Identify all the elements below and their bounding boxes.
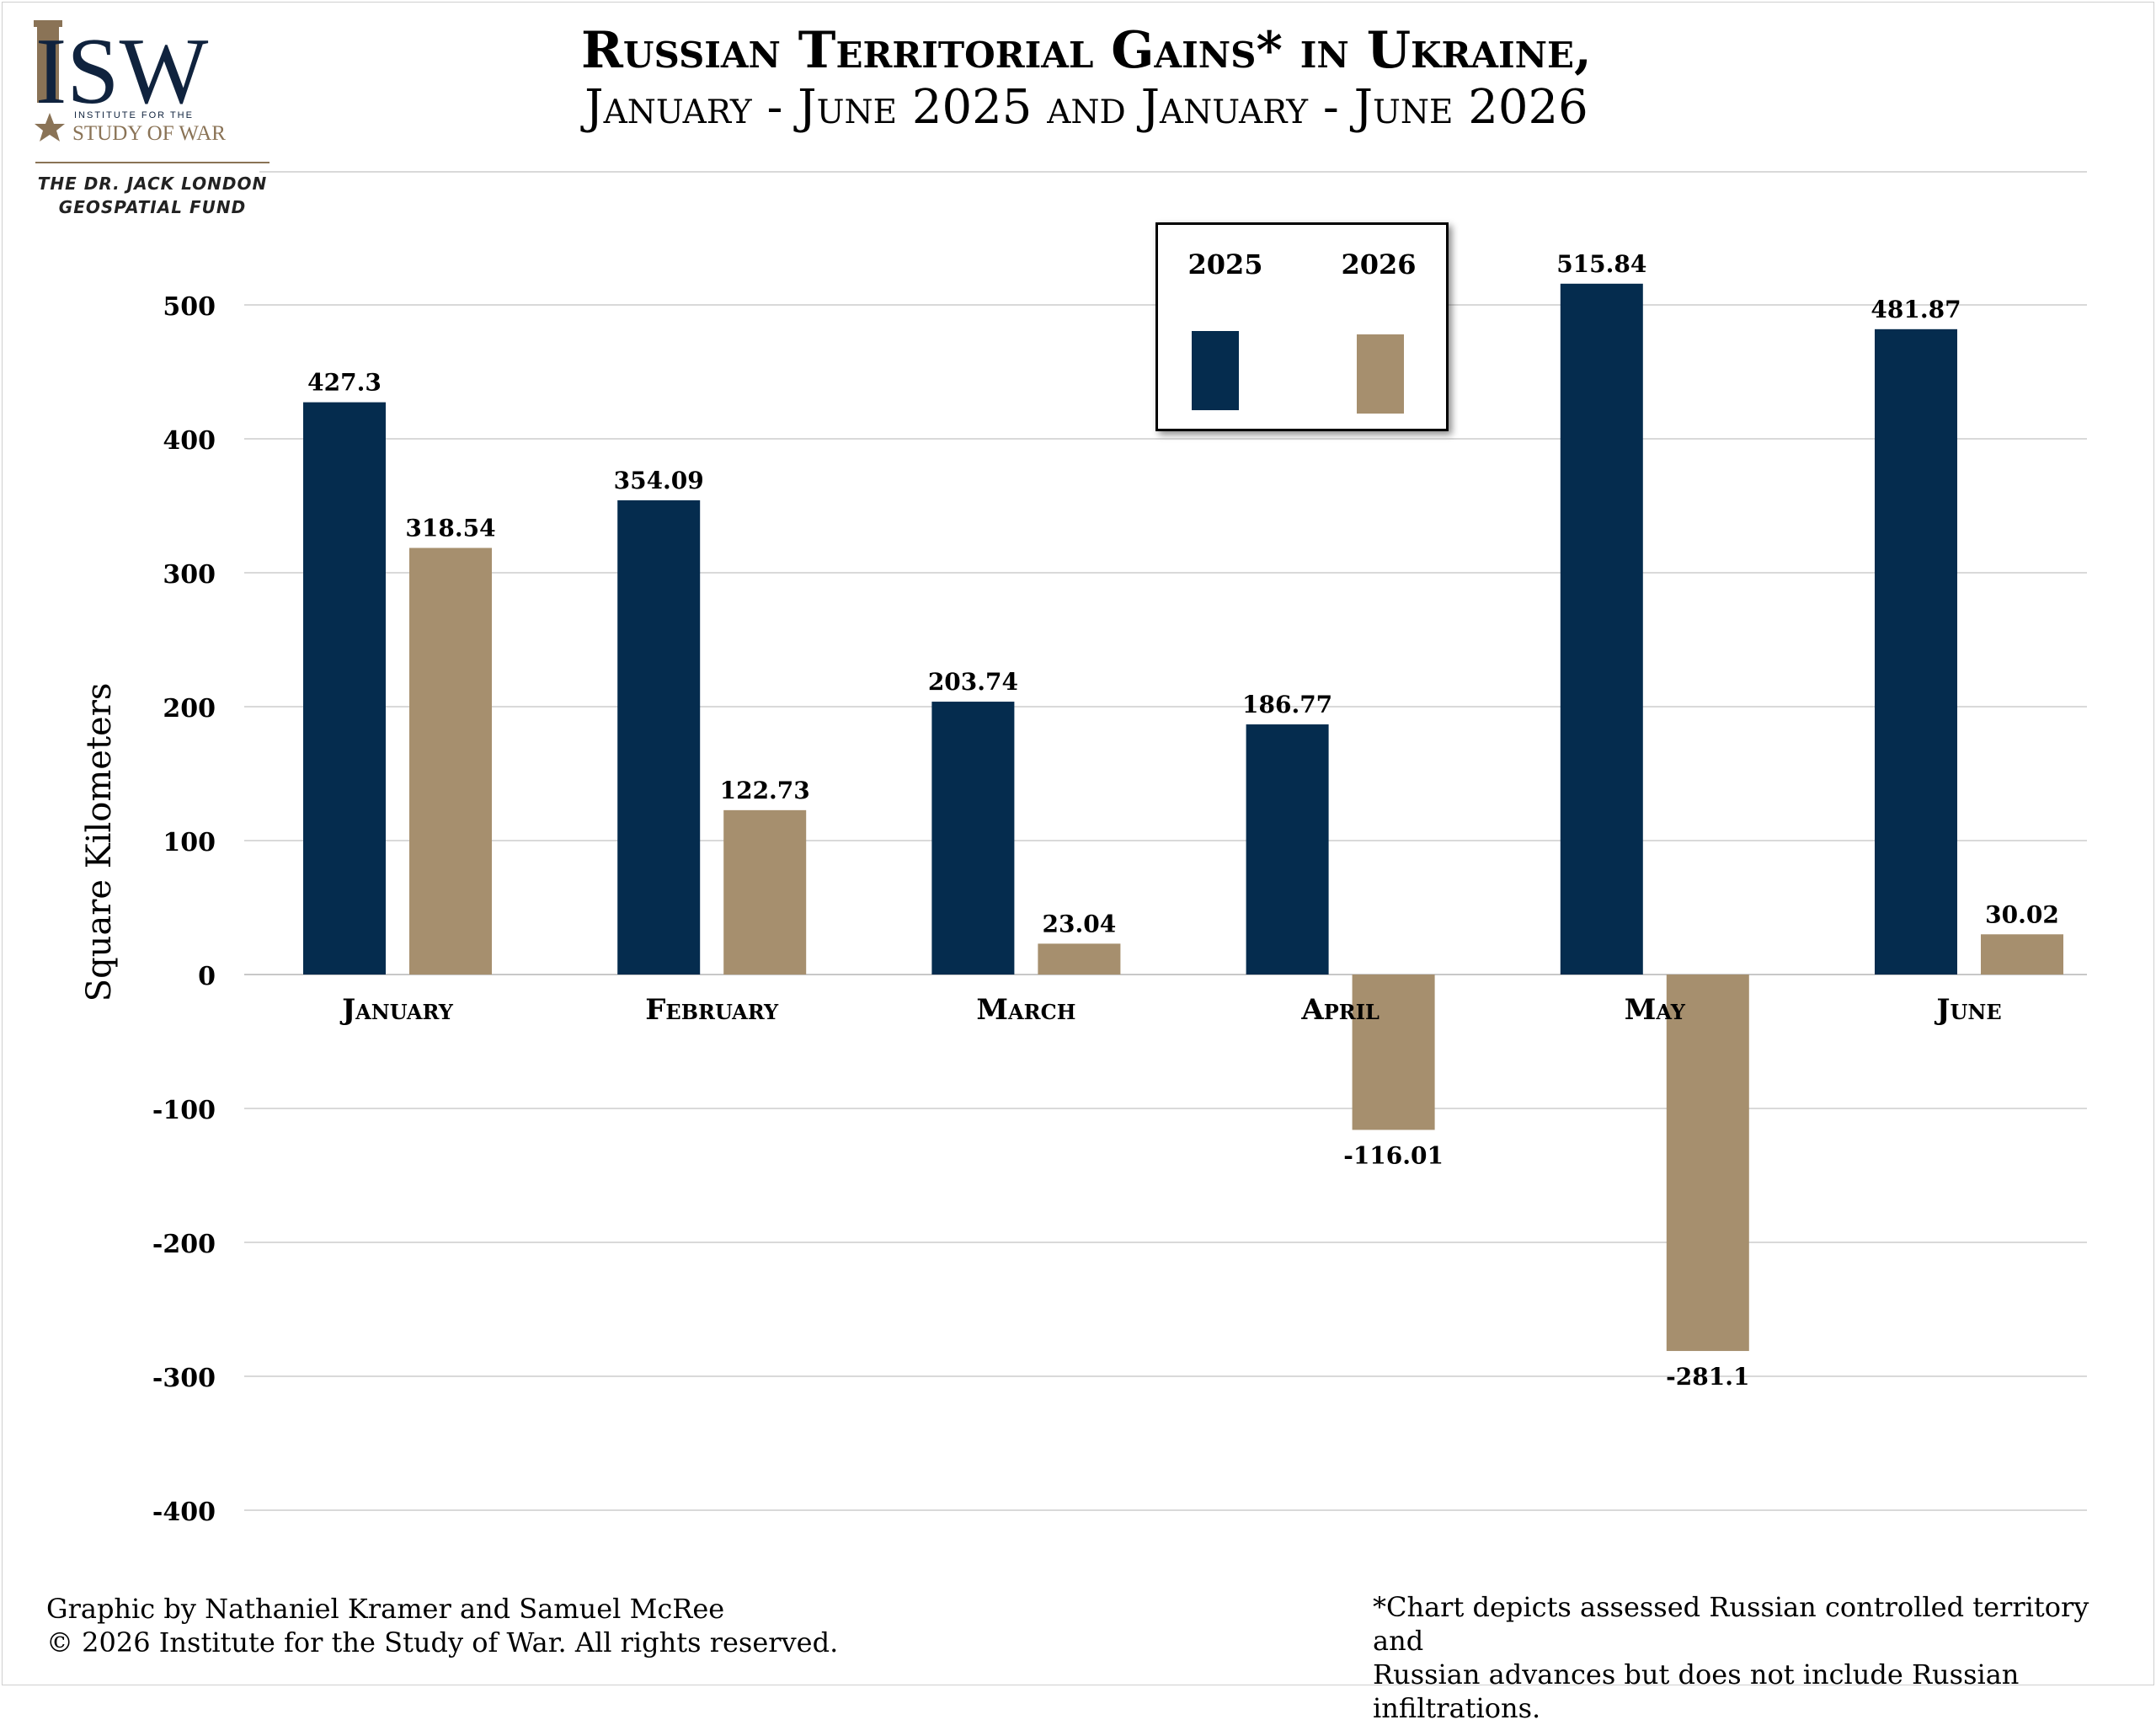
- x-tick-label: March: [976, 993, 1075, 1027]
- fund-name-line2: GEOSPATIAL FUND: [58, 197, 247, 217]
- y-tick-label: 300: [163, 560, 216, 590]
- data-label: 30.02: [1985, 900, 2059, 928]
- data-label: 318.54: [405, 515, 495, 542]
- footnote: *Chart depicts assessed Russian controll…: [1373, 1590, 2131, 1725]
- y-tick-label: 100: [163, 828, 216, 857]
- data-label: 515.84: [1556, 250, 1646, 278]
- bar-2025-february: [617, 499, 701, 975]
- data-label: 427.3: [307, 369, 382, 397]
- star-icon: [35, 113, 65, 142]
- logo-subtitle-big: STUDY OF WAR: [72, 122, 226, 145]
- bar-2026-april: [1352, 975, 1435, 1130]
- data-label: 23.04: [1043, 910, 1117, 937]
- chart-title: Russian Territorial Gains* in Ukraine, J…: [337, 22, 1836, 136]
- bar-chart: 427.3 318.54 354.09 122.73 203.74 23.04 186.77…: [80, 171, 2087, 1527]
- fund-name-line1: THE DR. JACK LONDON: [37, 174, 268, 194]
- legend-label-2025: 2025: [1187, 248, 1263, 280]
- bar-2026-february: [723, 809, 807, 975]
- legend: 2025 2026: [1155, 222, 1449, 431]
- data-labels: 427.3 318.54 354.09 122.73 203.74 23.04 186.77…: [307, 250, 2059, 1391]
- bar-2025-june: [1875, 328, 1957, 975]
- legend-swatch-2025: [1192, 331, 1239, 410]
- bars: [303, 283, 2063, 1351]
- bar-2026-may: [1666, 975, 1749, 1351]
- chart-title-line2: January - June 2025 and January - June 2…: [584, 80, 1588, 135]
- isw-logo: ISW INSTITUTE FOR THE STUDY OF WAR THE D…: [34, 19, 270, 217]
- data-label: 186.77: [1242, 691, 1332, 718]
- data-label: 122.73: [720, 777, 810, 804]
- data-label: 354.09: [614, 467, 704, 494]
- legend-swatch-2026: [1357, 334, 1404, 414]
- bar-2026-january: [409, 547, 492, 975]
- legend-label-2026: 2026: [1341, 248, 1417, 280]
- data-label: 481.87: [1870, 296, 1961, 323]
- data-label: -116.01: [1343, 1141, 1444, 1169]
- isw-logo-mark: ISW INSTITUTE FOR THE STUDY OF WAR: [34, 19, 226, 145]
- x-tick-label: May: [1625, 993, 1686, 1027]
- chart-title-line1: Russian Territorial Gains* in Ukraine,: [581, 21, 1592, 80]
- gridlines: [244, 171, 2087, 1511]
- credits: Graphic by Nathaniel Kramer and Samuel M…: [46, 1592, 838, 1659]
- y-tick-label: -200: [152, 1230, 216, 1259]
- y-tick-label: 200: [163, 694, 216, 724]
- x-tick-label: January: [339, 993, 454, 1027]
- bar-2025-may: [1560, 283, 1643, 975]
- y-tick-label: -400: [152, 1498, 216, 1527]
- bar-2026-june: [1981, 934, 2063, 975]
- credits-line1: Graphic by Nathaniel Kramer and Samuel M…: [46, 1593, 725, 1625]
- data-label: -281.1: [1666, 1363, 1749, 1391]
- logo-divider: [35, 162, 270, 163]
- y-tick-label: 0: [198, 962, 216, 991]
- x-tick-label: June: [1934, 993, 2001, 1027]
- bar-2026-march: [1038, 943, 1121, 975]
- x-tick-label: April: [1300, 993, 1380, 1027]
- data-label: 203.74: [928, 668, 1018, 696]
- y-tick-label: 500: [163, 292, 216, 322]
- footnote-line1: *Chart depicts assessed Russian controll…: [1373, 1591, 2089, 1657]
- y-tick-label: -300: [152, 1364, 216, 1393]
- axis-ticks: 500 400 300 200 100 0 -100 -200 -300 -400 January F…: [152, 292, 2002, 1527]
- logo-letters: ISW: [35, 19, 209, 124]
- y-axis-label: Square Kilometers: [80, 683, 119, 1002]
- footnote-line2: Russian advances but does not include Ru…: [1373, 1658, 2020, 1724]
- bar-2025-january: [303, 402, 386, 975]
- bar-2025-april: [1246, 724, 1329, 975]
- logo-pillar: [37, 22, 59, 103]
- chart-frame: [2, 2, 2154, 1685]
- x-tick-label: February: [645, 993, 779, 1027]
- bar-2025-march: [931, 702, 1015, 975]
- y-tick-label: 400: [163, 426, 216, 456]
- y-tick-label: -100: [152, 1096, 216, 1125]
- logo-subtitle-small: INSTITUTE FOR THE: [74, 110, 194, 120]
- credits-copyright: © 2026 Institute for the Study of War. A…: [46, 1626, 839, 1658]
